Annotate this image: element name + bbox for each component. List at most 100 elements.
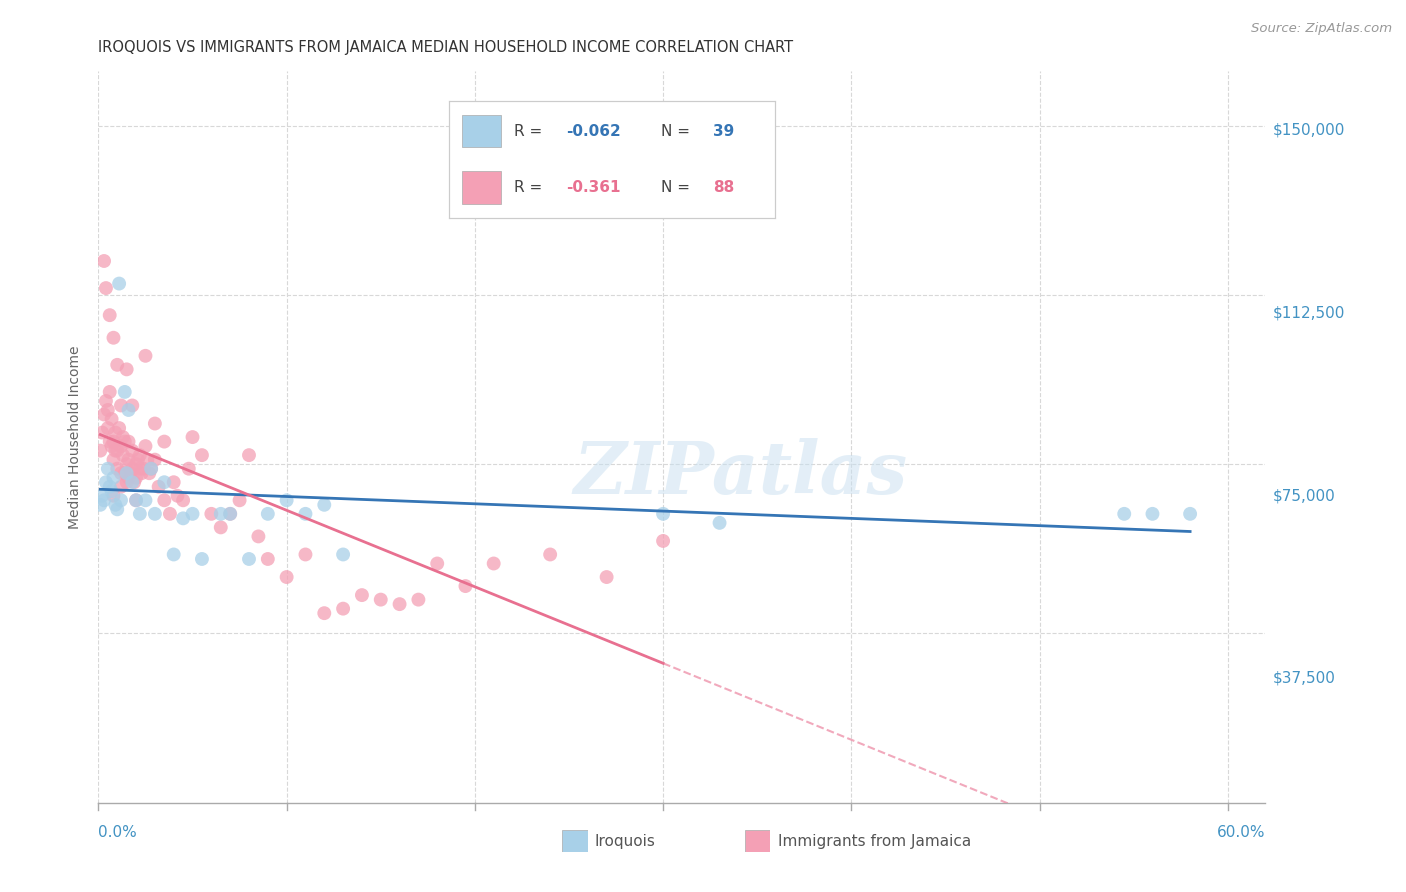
Point bbox=[219, 507, 242, 521]
Point bbox=[103, 331, 125, 345]
Point bbox=[127, 452, 149, 467]
Point bbox=[122, 475, 145, 490]
Point bbox=[153, 475, 176, 490]
Point bbox=[110, 493, 132, 508]
Point bbox=[256, 552, 278, 566]
Point bbox=[125, 457, 148, 471]
Point bbox=[247, 529, 270, 543]
Point bbox=[89, 498, 111, 512]
Point bbox=[110, 480, 132, 494]
Point bbox=[111, 430, 134, 444]
Point bbox=[97, 461, 120, 475]
Point bbox=[100, 439, 122, 453]
Point bbox=[103, 452, 125, 467]
Point bbox=[153, 434, 176, 449]
Point bbox=[100, 412, 122, 426]
Point bbox=[98, 384, 121, 399]
Point bbox=[166, 489, 188, 503]
Point bbox=[139, 461, 162, 475]
Point bbox=[125, 493, 148, 508]
Point bbox=[191, 552, 214, 566]
Point bbox=[294, 548, 316, 562]
Point bbox=[138, 466, 160, 480]
Point bbox=[139, 461, 162, 475]
Point bbox=[100, 484, 122, 499]
Point bbox=[350, 588, 373, 602]
Point bbox=[128, 448, 150, 462]
Point bbox=[117, 434, 139, 449]
Point bbox=[104, 425, 127, 440]
Point bbox=[276, 570, 298, 584]
Text: Source: ZipAtlas.com: Source: ZipAtlas.com bbox=[1251, 22, 1392, 36]
Point bbox=[454, 579, 477, 593]
Point bbox=[114, 434, 136, 449]
Point bbox=[103, 434, 125, 449]
Point bbox=[370, 592, 392, 607]
Point bbox=[98, 480, 121, 494]
Point bbox=[110, 439, 132, 453]
Point bbox=[115, 475, 138, 490]
Text: 0.0%: 0.0% bbox=[98, 825, 138, 840]
Point bbox=[114, 384, 136, 399]
Point bbox=[93, 493, 115, 508]
Point bbox=[209, 507, 232, 521]
Point bbox=[209, 520, 232, 534]
Text: IROQUOIS VS IMMIGRANTS FROM JAMAICA MEDIAN HOUSEHOLD INCOME CORRELATION CHART: IROQUOIS VS IMMIGRANTS FROM JAMAICA MEDI… bbox=[98, 40, 793, 55]
Point bbox=[238, 552, 260, 566]
Point bbox=[1114, 507, 1136, 521]
Point bbox=[153, 493, 176, 508]
Point bbox=[181, 430, 204, 444]
Point bbox=[117, 471, 139, 485]
Point bbox=[94, 394, 117, 409]
Point bbox=[172, 493, 194, 508]
Point bbox=[104, 498, 127, 512]
Point bbox=[181, 507, 204, 521]
Point bbox=[125, 471, 148, 485]
Point bbox=[314, 606, 336, 620]
Point bbox=[143, 452, 166, 467]
Point bbox=[134, 493, 156, 508]
Point bbox=[191, 448, 214, 462]
Point bbox=[105, 502, 128, 516]
Text: $75,000: $75,000 bbox=[1272, 488, 1336, 503]
Point bbox=[97, 403, 120, 417]
Point bbox=[97, 421, 120, 435]
Point bbox=[121, 475, 143, 490]
Point bbox=[256, 507, 278, 521]
Point bbox=[105, 443, 128, 458]
Point bbox=[148, 480, 170, 494]
Point bbox=[110, 466, 132, 480]
Point bbox=[134, 349, 156, 363]
Point bbox=[104, 443, 127, 458]
Point bbox=[103, 489, 125, 503]
Point bbox=[117, 403, 139, 417]
Point bbox=[332, 601, 354, 615]
Point bbox=[94, 475, 117, 490]
Point bbox=[163, 475, 186, 490]
Point bbox=[98, 308, 121, 322]
Point bbox=[426, 557, 449, 571]
Point bbox=[131, 466, 153, 480]
Point bbox=[159, 507, 181, 521]
Point bbox=[105, 358, 128, 372]
Text: ZIPatlas: ZIPatlas bbox=[574, 438, 907, 509]
Point bbox=[125, 493, 148, 508]
Text: $37,500: $37,500 bbox=[1272, 671, 1336, 686]
Point bbox=[314, 498, 336, 512]
Point bbox=[108, 277, 131, 291]
Text: $150,000: $150,000 bbox=[1272, 122, 1344, 137]
Point bbox=[103, 471, 125, 485]
Point bbox=[219, 507, 242, 521]
Point bbox=[652, 533, 675, 548]
Point bbox=[595, 570, 617, 584]
Point bbox=[128, 461, 150, 475]
Point bbox=[128, 507, 150, 521]
Point bbox=[91, 489, 114, 503]
Point bbox=[108, 421, 131, 435]
Point bbox=[709, 516, 731, 530]
Point bbox=[120, 466, 142, 480]
Point bbox=[94, 281, 117, 295]
Point bbox=[172, 511, 194, 525]
Point bbox=[91, 425, 114, 440]
Point bbox=[114, 466, 136, 480]
